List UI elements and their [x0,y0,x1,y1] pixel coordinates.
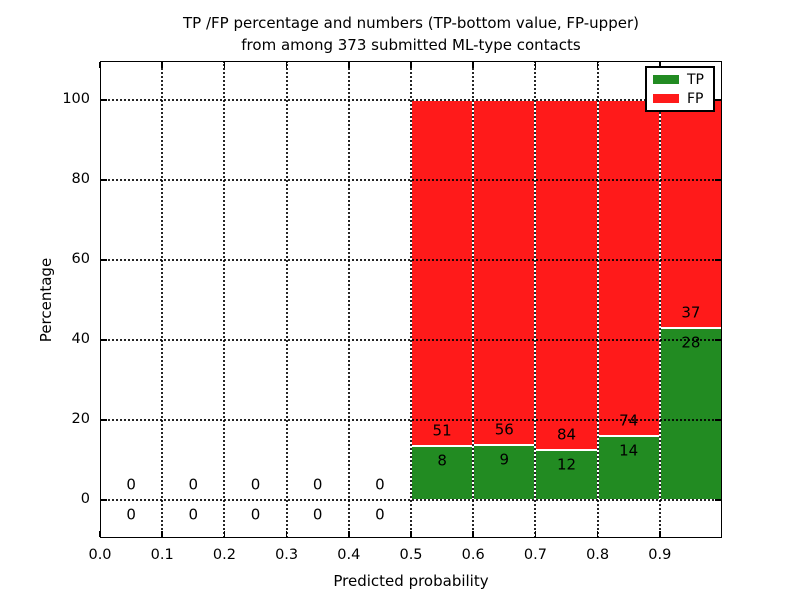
bar-count-label-fp: 84 [556,425,577,444]
x-tick-label: 0.9 [648,547,672,563]
legend-label: FP [687,90,704,107]
y-tick-label: 20 [71,411,90,427]
bar-count-label-fp: 37 [681,303,701,322]
y-tick-mark [101,179,107,181]
bar-count-label-tp: 0 [188,505,199,524]
x-tick-mark-top [161,62,163,68]
y-tick-mark [101,99,107,101]
x-tick-mark [348,531,350,537]
bar-count-label-tp: 0 [375,505,385,524]
y-axis-label: Percentage [37,257,55,343]
bar-count-label-fp: 0 [375,475,385,494]
y-tick-mark-right [715,499,721,501]
chart-title-line1: TP /FP percentage and numbers (TP-bottom… [183,14,639,32]
y-tick-mark [101,419,107,421]
bar-count-label-fp: 51 [432,421,452,440]
x-tick-mark-top [472,62,474,68]
x-tick-mark [410,531,412,537]
x-tick-mark [659,531,661,537]
y-tick-mark-right [715,179,721,181]
y-tick-mark-right [715,99,721,101]
bar-count-label-tp: 0 [126,505,136,524]
legend-swatch [653,75,679,84]
x-tick-mark [161,531,163,537]
y-tick-label: 100 [62,91,90,107]
gridline-vertical [410,61,412,538]
legend-entry: TP [653,73,707,87]
x-tick-mark [534,531,537,537]
legend-label: TP [687,71,704,88]
bar-segment-tp [535,450,598,500]
bar-count-label-tp: 12 [556,455,577,474]
bar-segment-fp [597,100,660,437]
x-tick-label: 0.6 [461,547,485,563]
x-tick-mark-top [659,62,661,68]
chart-title-line2: from among 373 submitted ML-type contact… [241,36,581,54]
gridline-vertical [534,61,537,538]
y-tick-mark [101,499,107,501]
x-tick-mark-top [223,62,226,68]
bar-segment-fp [411,100,474,446]
gridline-vertical [161,61,164,538]
bar-count-label-tp: 14 [619,441,639,460]
bar-count-label-tp: 28 [681,333,701,352]
gridline-vertical [285,61,288,538]
gridline-vertical [658,61,661,538]
gridline-vertical [347,61,350,538]
bar-count-label-fp: 56 [494,420,514,439]
x-tick-mark-top [596,62,599,68]
y-tick-mark [101,259,107,261]
x-tick-mark-top [410,62,412,68]
x-tick-label: 0.0 [88,547,112,563]
bar-count-label-fp: 0 [126,475,136,494]
x-tick-label: 0.5 [399,547,423,563]
x-tick-mark-top [285,62,288,68]
x-tick-mark-top [348,62,350,68]
x-tick-label: 0.2 [212,547,236,563]
bar-count-label-tp: 8 [437,451,447,470]
bar-count-label-fp: 0 [188,475,199,494]
bar-count-label-tp: 0 [312,505,323,524]
legend-swatch [653,94,679,103]
legend-entry: FP [653,92,707,106]
bar-count-label-fp: 74 [619,411,639,430]
y-tick-mark [101,339,107,341]
x-tick-mark [285,531,288,537]
x-tick-mark-top [534,62,537,68]
y-tick-label: 0 [80,491,90,507]
x-tick-mark [223,531,226,537]
bar-count-label-fp: 0 [250,475,261,494]
bar-segment-tp [411,445,474,500]
y-tick-mark-right [715,259,721,261]
y-tick-mark-right [715,339,721,341]
x-tick-mark [596,531,599,537]
bar-count-label-tp: 0 [250,505,261,524]
x-tick-label: 0.4 [337,547,361,563]
bar-count-label-fp: 0 [312,475,323,494]
x-tick-label: 0.8 [586,547,610,563]
x-axis-label: Predicted probability [333,572,489,590]
gridline-vertical [472,61,475,538]
x-tick-label: 0.3 [275,547,299,563]
legend: TP FP [645,66,715,112]
bar-segment-fp [473,100,536,445]
bar-segment-tp [659,327,722,500]
y-tick-label: 40 [71,331,90,347]
y-tick-label: 80 [71,171,90,187]
gridline-vertical [223,61,226,538]
gridline-vertical [596,61,599,538]
bar-segment-fp [535,100,598,450]
x-tick-label: 0.7 [523,547,547,563]
bar-count-label-tp: 9 [499,450,510,469]
x-tick-label: 0.1 [150,547,174,563]
x-tick-mark-top [99,62,101,68]
x-tick-mark [99,531,101,537]
y-tick-mark-right [715,419,721,421]
bar-segment-fp [659,100,722,328]
y-tick-label: 60 [71,251,90,267]
plot-area: TP FP 0 0 0 0 0 0 0 0 0 0 51 8 56 9 84 12 74 14 37 28 [99,61,722,538]
x-tick-mark [472,531,474,537]
